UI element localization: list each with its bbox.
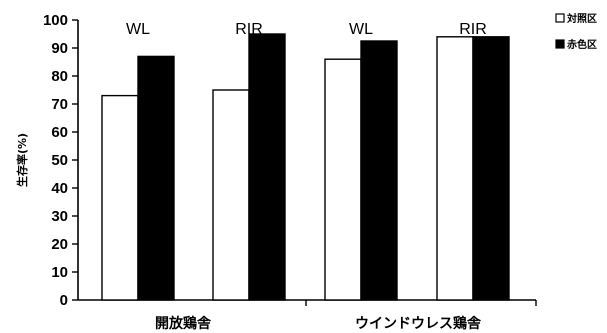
legend-swatch-red xyxy=(555,39,565,49)
legend-label-control: 対照区 xyxy=(566,12,597,25)
y-tick-label-70: 70 xyxy=(51,96,68,113)
bar-red-3 xyxy=(472,36,510,301)
bar-control-0 xyxy=(101,94,139,301)
y-tick-label-50: 50 xyxy=(51,152,68,169)
legend: 対照区 赤色区 xyxy=(555,12,597,51)
y-tick-label-40: 40 xyxy=(51,180,68,197)
bar-red-1 xyxy=(248,33,286,301)
axes: 0 10 20 30 40 50 60 70 80 90 100 xyxy=(43,12,537,309)
bars: WL RIR WL RIR xyxy=(101,21,510,301)
y-tick-label-60: 60 xyxy=(51,124,68,141)
bar-red-0 xyxy=(137,55,175,301)
y-tick-label-0: 0 xyxy=(60,292,68,309)
group-label-windowless-house: ウインドウレス鶏舎 xyxy=(355,315,482,332)
breed-label-0: WL xyxy=(126,21,150,38)
y-tick-label-90: 90 xyxy=(51,40,68,57)
y-tick-label-20: 20 xyxy=(51,236,68,253)
y-tick-label-30: 30 xyxy=(51,208,68,225)
breed-label-2: WL xyxy=(349,21,373,38)
group-label-open-house: 開放鶏舎 xyxy=(155,315,212,332)
bar-control-1 xyxy=(212,89,250,301)
y-tick-label-100: 100 xyxy=(43,12,68,29)
bar-red-2 xyxy=(360,40,398,301)
y-tick-label-80: 80 xyxy=(51,68,68,85)
legend-label-red: 赤色区 xyxy=(567,38,597,51)
bar-control-2 xyxy=(324,58,362,301)
breed-label-3: RIR xyxy=(459,21,487,38)
labels: 生存率(%) 開放鶏舎 ウインドウレス鶏舎 xyxy=(15,133,482,332)
y-tick-label-10: 10 xyxy=(51,264,68,281)
breed-label-1: RIR xyxy=(235,21,263,38)
legend-swatch-control xyxy=(555,13,565,23)
y-axis-label: 生存率(%) xyxy=(15,133,29,187)
bar-control-3 xyxy=(436,36,474,301)
